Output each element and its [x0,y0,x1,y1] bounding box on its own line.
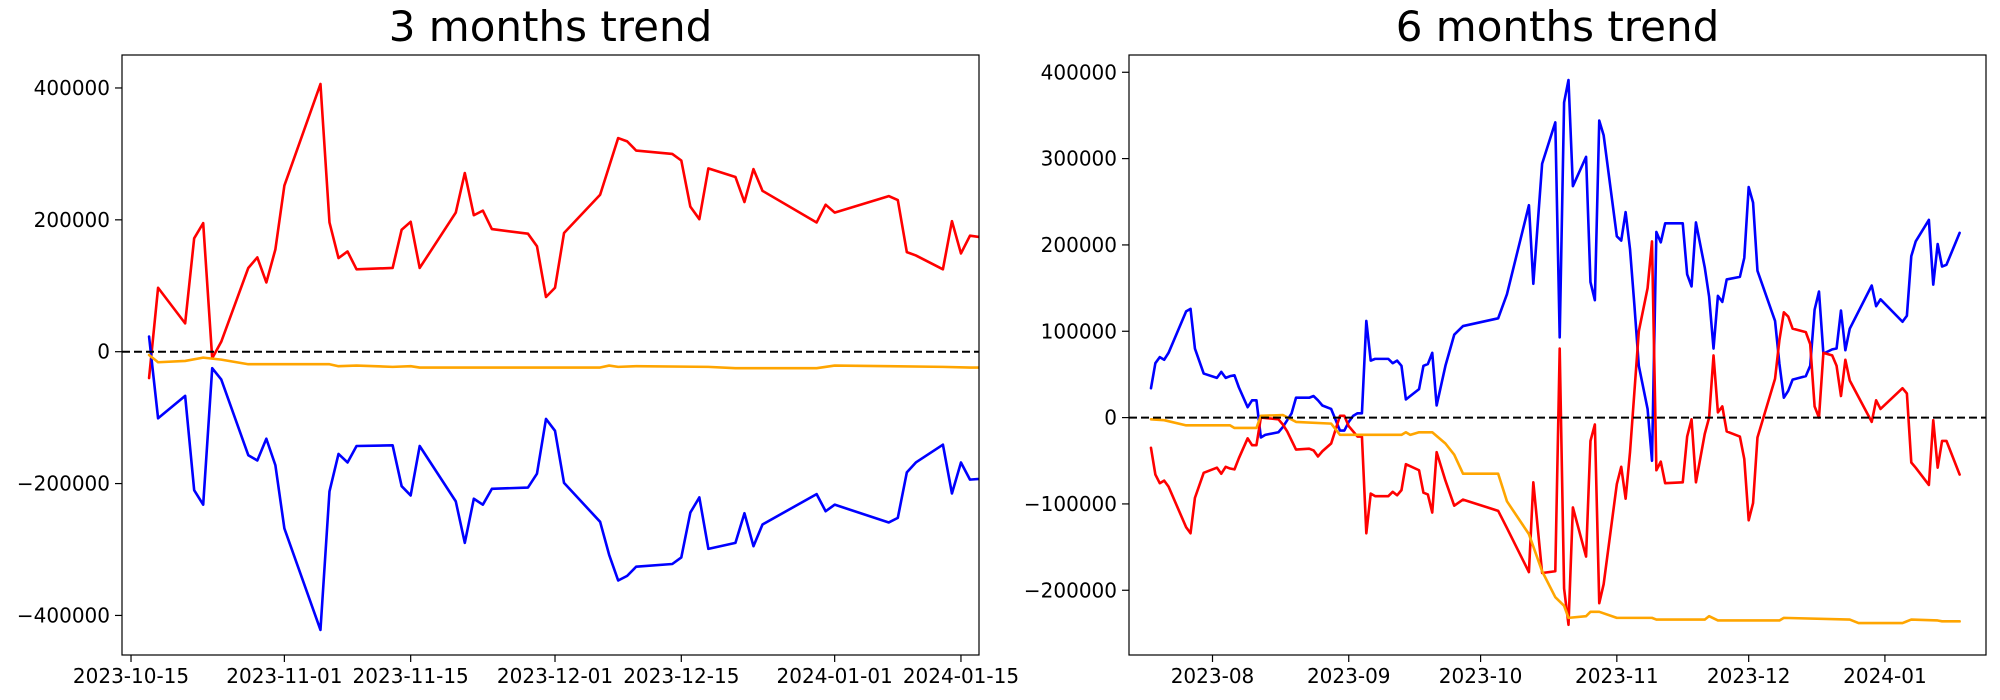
x-tick-label: 2024-01-15 [903,664,1019,688]
y-tick-label: −200000 [1024,578,1117,602]
chart-title: 3 months trend [389,2,713,51]
y-tick-label: 400000 [34,76,110,100]
blue-line [147,335,979,632]
x-tick-label: 2023-12-01 [497,664,613,688]
x-tick-label: 2023-09 [1307,664,1391,688]
x-tick-label: 2023-10-15 [73,664,189,688]
orange-line [147,353,979,370]
y-tick-label: 0 [1104,406,1117,430]
y-tick-label: −200000 [17,472,110,496]
plot-frame [121,54,980,656]
x-tick-label: 2023-11 [1575,664,1659,688]
chart-title: 6 months trend [1396,2,1720,51]
x-tick-label: 2023-12 [1707,664,1791,688]
y-tick-label: −400000 [17,603,110,627]
red-line [147,82,979,380]
panel-3-months: 3 months trend −400000 −200000 0 200000 40000… [17,2,1019,688]
x-tick-label: 2023-08 [1171,664,1255,688]
y-tick-label: 0 [97,340,110,364]
y-tick-label: −100000 [1024,492,1117,516]
x-tick-label: 2023-11-01 [226,664,342,688]
y-tick-label: 100000 [1041,319,1117,343]
x-tick-label: 2024-01 [1843,664,1927,688]
x-tick-label: 2023-11-15 [353,664,469,688]
x-tick-label: 2023-12-15 [623,664,739,688]
plot-frame [1128,54,1987,656]
y-tick-label: 400000 [1041,60,1117,84]
x-tick-label: 2023-10 [1439,664,1523,688]
panel-6-months: 6 months trend −200000 −100000 0 100000 20000… [1024,2,1987,688]
blue-line [1149,78,1961,463]
y-tick-label: 200000 [1041,233,1117,257]
y-tick-label: 300000 [1041,147,1117,171]
y-tick-label: 200000 [34,208,110,232]
x-tick-label: 2024-01-01 [777,664,893,688]
red-line [1149,240,1961,627]
